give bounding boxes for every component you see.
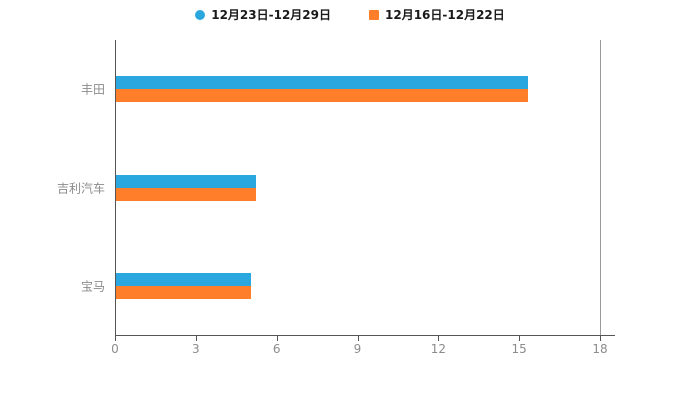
x-tick-label: 6 xyxy=(272,342,281,356)
bar-segment[interactable] xyxy=(116,89,529,103)
x-tick-label: 18 xyxy=(592,342,608,356)
x-tick-mark xyxy=(600,336,601,341)
x-tick-label: 9 xyxy=(353,342,362,356)
chart-legend: 12月23日-12月29日 12月16日-12月22日 xyxy=(0,6,700,23)
x-tick-mark xyxy=(519,336,521,341)
legend-item[interactable]: 12月23日-12月29日 xyxy=(195,6,331,23)
x-tick-label: 12 xyxy=(430,342,446,356)
category-label: 丰田 xyxy=(80,82,105,97)
x-tick-label: 3 xyxy=(192,342,200,356)
x-tick-mark xyxy=(438,336,440,341)
x-tick-mark xyxy=(115,336,116,341)
x-axis-line xyxy=(115,335,615,336)
bar-segment[interactable] xyxy=(116,285,251,299)
legend-marker-icon xyxy=(369,9,379,20)
legend-label: 12月23日-12月29日 xyxy=(211,8,331,22)
category-label: 宝马 xyxy=(80,279,105,294)
x-tick-mark xyxy=(276,336,278,341)
x-tick-mark xyxy=(357,336,359,341)
bar-segment[interactable] xyxy=(116,187,257,201)
bar-segment[interactable] xyxy=(116,272,251,286)
x-tick-label: 0 xyxy=(111,342,119,356)
bar-segment[interactable] xyxy=(116,76,529,90)
right-grid-line xyxy=(600,40,601,335)
x-tick-mark xyxy=(195,336,197,341)
y-axis-line xyxy=(115,40,116,335)
category-label: 吉利汽车 xyxy=(56,181,105,195)
legend-marker-icon xyxy=(195,9,206,20)
legend-label: 12月16日-12月22日 xyxy=(385,8,505,22)
legend-item[interactable]: 12月16日-12月22日 xyxy=(369,6,505,23)
x-tick-label: 15 xyxy=(511,342,527,356)
bar-segment[interactable] xyxy=(116,174,257,188)
